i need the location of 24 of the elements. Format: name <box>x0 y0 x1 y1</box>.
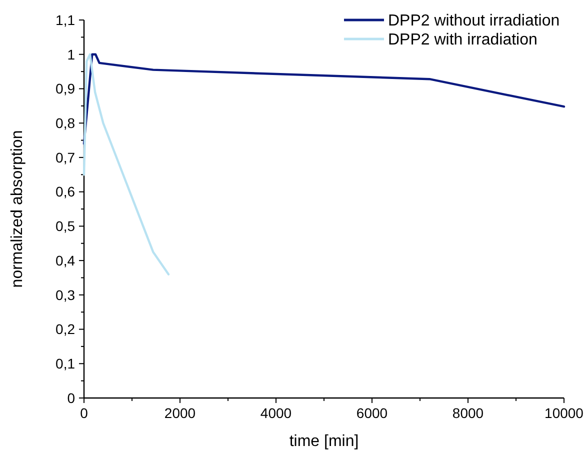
y-tick-label: 0,5 <box>56 218 76 234</box>
y-tick-label: 0 <box>67 390 76 406</box>
x-tick-label: 4000 <box>260 405 292 421</box>
y-tick-label: 0,4 <box>56 252 76 268</box>
x-tick-label: 10000 <box>544 405 584 421</box>
y-tick-label: 0,7 <box>56 149 76 166</box>
x-tick-label: 2000 <box>164 405 196 421</box>
y-tick-label: 0,9 <box>56 80 76 97</box>
x-tick-label: 8000 <box>452 405 484 421</box>
y-tick-label: 0,3 <box>56 286 76 303</box>
y-tick-label: 0,8 <box>56 114 76 131</box>
x-tick-label: 0 <box>80 405 88 421</box>
y-axis-title: normalized absorption <box>9 130 26 288</box>
y-tick-label: 0,1 <box>56 356 76 372</box>
x-tick-label: 6000 <box>356 405 388 421</box>
legend-label: DPP2 with irradiation <box>388 32 538 49</box>
y-tick-label: 0,2 <box>56 321 76 338</box>
y-tick-label: 1,1 <box>56 12 76 28</box>
line-series <box>82 53 566 145</box>
x-axis-title: time [min] <box>289 433 359 450</box>
y-tick-label: 0,6 <box>56 184 76 200</box>
legend-label: DPP2 without irradiation <box>388 12 560 30</box>
y-tick-label: 1 <box>67 46 76 62</box>
line-series <box>82 53 170 276</box>
